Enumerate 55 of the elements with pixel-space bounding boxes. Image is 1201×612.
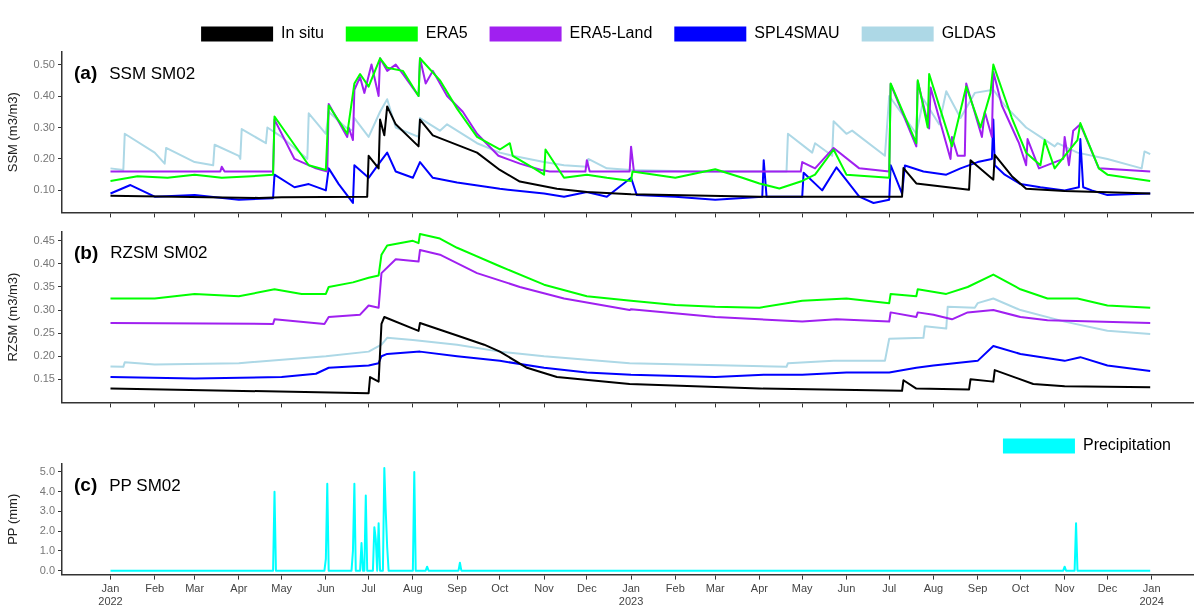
y-tick-label: 0.40: [33, 256, 55, 269]
y-tick-label: 0.40: [33, 89, 55, 102]
y-tick-label: 1.0: [39, 543, 55, 556]
x-tick-label: Jan 2022: [98, 582, 123, 608]
text: (b) RZSM SM02: [74, 241, 208, 263]
legend-label: GLDAS: [941, 24, 996, 42]
x-tick-label: Jan 2024: [1139, 582, 1164, 608]
x-tick-label: Jul: [882, 582, 897, 595]
x-tick-label: Jul: [361, 582, 376, 595]
x-tick-label: Aug: [403, 582, 423, 595]
y-axis-title: PP (mm): [5, 493, 21, 545]
y-tick-label: 5.0: [39, 464, 55, 477]
x-tick-label: Dec: [577, 582, 598, 595]
x-tick-label: Mar: [185, 582, 205, 595]
y-tick-label: 0.15: [33, 372, 55, 385]
x-tick-label: Dec: [1097, 582, 1118, 595]
y-tick-label: 0.35: [33, 280, 55, 293]
y-tick-label: 0.45: [33, 233, 55, 246]
x-tick-label: Mar: [705, 582, 726, 595]
x-tick-label: Oct: [491, 582, 509, 595]
x-tick-label: May: [791, 582, 814, 595]
y-tick-label: 0.20: [33, 349, 55, 362]
y-tick-label: 0.20: [33, 151, 55, 164]
y-tick-label: 3.0: [39, 504, 55, 517]
x-tick-label: Feb: [145, 582, 165, 595]
x-tick-label: May: [271, 582, 293, 595]
y-tick-label: 0.30: [33, 303, 55, 316]
x-tick-label: Feb: [665, 582, 685, 595]
x-tick-label: Aug: [923, 582, 944, 595]
y-tick-label: 0.30: [33, 120, 55, 133]
x-tick-label: Sep: [967, 582, 988, 595]
x-tick-label: Jun: [837, 582, 856, 595]
legend-label: SPL4SMAU: [754, 24, 840, 42]
legend-label: In situ: [281, 24, 324, 42]
y-tick-label: 0.0: [39, 563, 55, 576]
y-tick-label: 0.50: [33, 57, 55, 70]
x-tick-label: Nov: [534, 582, 555, 595]
legend-label: ERA5: [425, 24, 468, 42]
x-tick-label: Apr: [750, 582, 769, 595]
y-tick-label: 2.0: [39, 524, 55, 537]
y-tick-label: 4.0: [39, 484, 55, 497]
text: (a) SSM SM02: [74, 62, 196, 84]
text: (c) PP SM02: [74, 474, 181, 496]
legend-label: Precipitation: [1082, 436, 1171, 454]
x-tick-label: Jan 2023: [618, 582, 644, 608]
x-tick-label: Jun: [316, 582, 335, 595]
x-tick-label: Nov: [1054, 582, 1075, 595]
y-axis-title: SSM (m3/m3): [5, 92, 21, 173]
y-tick-label: 0.25: [33, 326, 55, 339]
legend-label: ERA5-Land: [569, 24, 653, 42]
y-axis-title: RZSM (m3/m3): [5, 272, 21, 362]
y-tick-label: 0.10: [33, 183, 55, 196]
x-tick-label: Sep: [447, 582, 467, 595]
x-tick-label: Oct: [1011, 582, 1029, 595]
x-tick-label: Apr: [230, 582, 248, 595]
